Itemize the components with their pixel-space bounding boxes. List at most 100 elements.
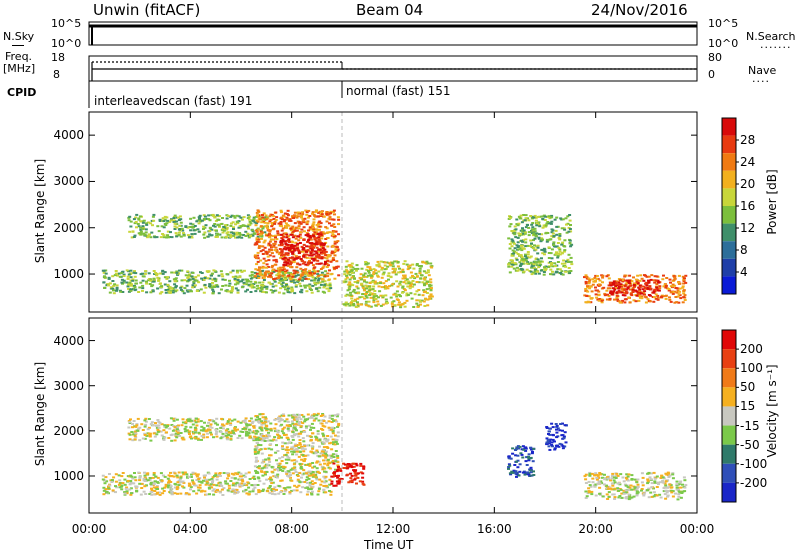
heatmap-cell bbox=[561, 218, 565, 221]
heatmap-cell bbox=[202, 228, 205, 230]
heatmap-cell bbox=[632, 276, 635, 279]
heatmap-cell bbox=[322, 434, 326, 437]
heatmap-cell bbox=[234, 275, 238, 278]
heatmap-cell bbox=[261, 284, 265, 287]
heatmap-cell bbox=[542, 271, 546, 273]
heatmap-cell bbox=[327, 254, 330, 257]
heatmap-cell bbox=[175, 220, 179, 223]
heatmap-cell bbox=[175, 270, 179, 273]
heatmap-cell bbox=[267, 250, 271, 253]
heatmap-cell bbox=[626, 479, 630, 482]
heatmap-cell bbox=[224, 289, 228, 292]
heatmap-cell bbox=[387, 262, 391, 265]
heatmap-cell bbox=[237, 471, 241, 474]
heatmap-cell bbox=[212, 436, 215, 439]
heatmap-cell bbox=[320, 450, 324, 453]
heatmap-cell bbox=[514, 236, 518, 239]
heatmap-cell bbox=[330, 421, 334, 423]
heatmap-cell bbox=[555, 216, 559, 219]
heatmap-cell bbox=[247, 424, 251, 427]
heatmap-cell bbox=[202, 436, 206, 439]
heatmap-cell bbox=[157, 491, 161, 494]
heatmap-cell bbox=[257, 277, 261, 279]
heatmap-cell bbox=[279, 241, 283, 244]
heatmap-cell bbox=[271, 228, 275, 231]
heatmap-cell bbox=[515, 244, 519, 247]
heatmap-cell bbox=[283, 240, 287, 243]
heatmap-cell bbox=[587, 281, 591, 283]
heatmap-cell bbox=[644, 286, 647, 289]
heatmap-cell bbox=[303, 275, 307, 278]
heatmap-cell bbox=[677, 493, 681, 496]
heatmap-cell bbox=[222, 424, 226, 427]
heatmap-cell bbox=[207, 214, 211, 217]
heatmap-cell bbox=[160, 479, 164, 482]
heatmap-cell bbox=[618, 483, 622, 486]
heatmap-cell bbox=[132, 271, 136, 274]
heatmap-cell bbox=[586, 285, 589, 288]
heatmap-cell bbox=[272, 279, 276, 282]
heatmap-cell bbox=[203, 277, 207, 279]
heatmap-cell bbox=[513, 233, 517, 236]
heatmap-cell bbox=[595, 296, 599, 299]
heatmap-cell bbox=[222, 229, 226, 232]
heatmap-cell bbox=[328, 284, 332, 286]
heatmap-cell bbox=[173, 228, 177, 230]
heatmap-cell bbox=[369, 292, 372, 295]
heatmap-cell bbox=[324, 475, 328, 478]
heatmap-cell bbox=[115, 288, 119, 291]
heatmap-cell bbox=[659, 496, 663, 499]
heatmap-cell bbox=[336, 425, 340, 428]
heatmap-cell bbox=[168, 427, 172, 430]
heatmap-cell bbox=[115, 284, 119, 287]
heatmap-cell bbox=[377, 296, 380, 299]
heatmap-cell bbox=[423, 290, 427, 293]
heatmap-cell bbox=[107, 276, 111, 279]
heatmap-cell bbox=[204, 430, 208, 433]
heatmap-cell bbox=[166, 283, 170, 286]
heatmap-cell bbox=[328, 269, 331, 272]
heatmap-cell bbox=[145, 282, 149, 285]
heatmap-cell bbox=[538, 264, 541, 267]
heatmap-cell bbox=[599, 299, 603, 302]
heatmap-cell bbox=[132, 433, 136, 436]
heatmap-cell bbox=[278, 271, 281, 273]
heatmap-cell bbox=[260, 221, 264, 224]
heatmap-cell bbox=[319, 283, 323, 286]
heatmap-cell bbox=[256, 254, 260, 257]
heatmap-cell bbox=[265, 216, 269, 219]
heatmap-cell bbox=[260, 452, 264, 455]
heatmap-cell bbox=[152, 486, 156, 489]
heatmap-cell bbox=[311, 211, 315, 214]
heatmap-cell bbox=[198, 217, 201, 220]
heatmap-cell bbox=[324, 484, 328, 487]
heatmap-cell bbox=[242, 420, 246, 422]
heatmap-cell bbox=[529, 239, 533, 242]
heatmap-cell bbox=[335, 480, 339, 483]
heatmap-cell bbox=[290, 479, 294, 482]
heatmap-cell bbox=[180, 227, 184, 230]
heatmap-cell bbox=[195, 220, 199, 223]
heatmap-cell bbox=[256, 260, 260, 263]
heatmap-cell bbox=[268, 233, 271, 236]
heatmap-cell bbox=[263, 447, 267, 450]
heatmap-cell bbox=[241, 278, 245, 281]
heatmap-cell bbox=[231, 489, 235, 492]
heatmap-cell bbox=[653, 281, 657, 284]
heatmap-cell bbox=[289, 279, 293, 282]
heatmap-cell bbox=[293, 211, 297, 214]
heatmap-cell bbox=[403, 305, 407, 308]
heatmap-cell bbox=[629, 284, 633, 287]
heatmap-cell bbox=[588, 285, 592, 288]
heatmap-cell bbox=[639, 274, 643, 277]
heatmap-cell bbox=[552, 245, 556, 248]
heatmap-cell bbox=[544, 232, 548, 235]
heatmap-cell bbox=[312, 452, 316, 455]
heatmap-cell bbox=[157, 424, 161, 427]
heatmap-cell bbox=[511, 471, 515, 474]
heatmap-cell bbox=[301, 486, 305, 489]
heatmap-cell bbox=[153, 480, 157, 483]
heatmap-cell bbox=[561, 445, 565, 448]
heatmap-cell bbox=[510, 238, 514, 241]
velocity-panel bbox=[88, 112, 698, 514]
